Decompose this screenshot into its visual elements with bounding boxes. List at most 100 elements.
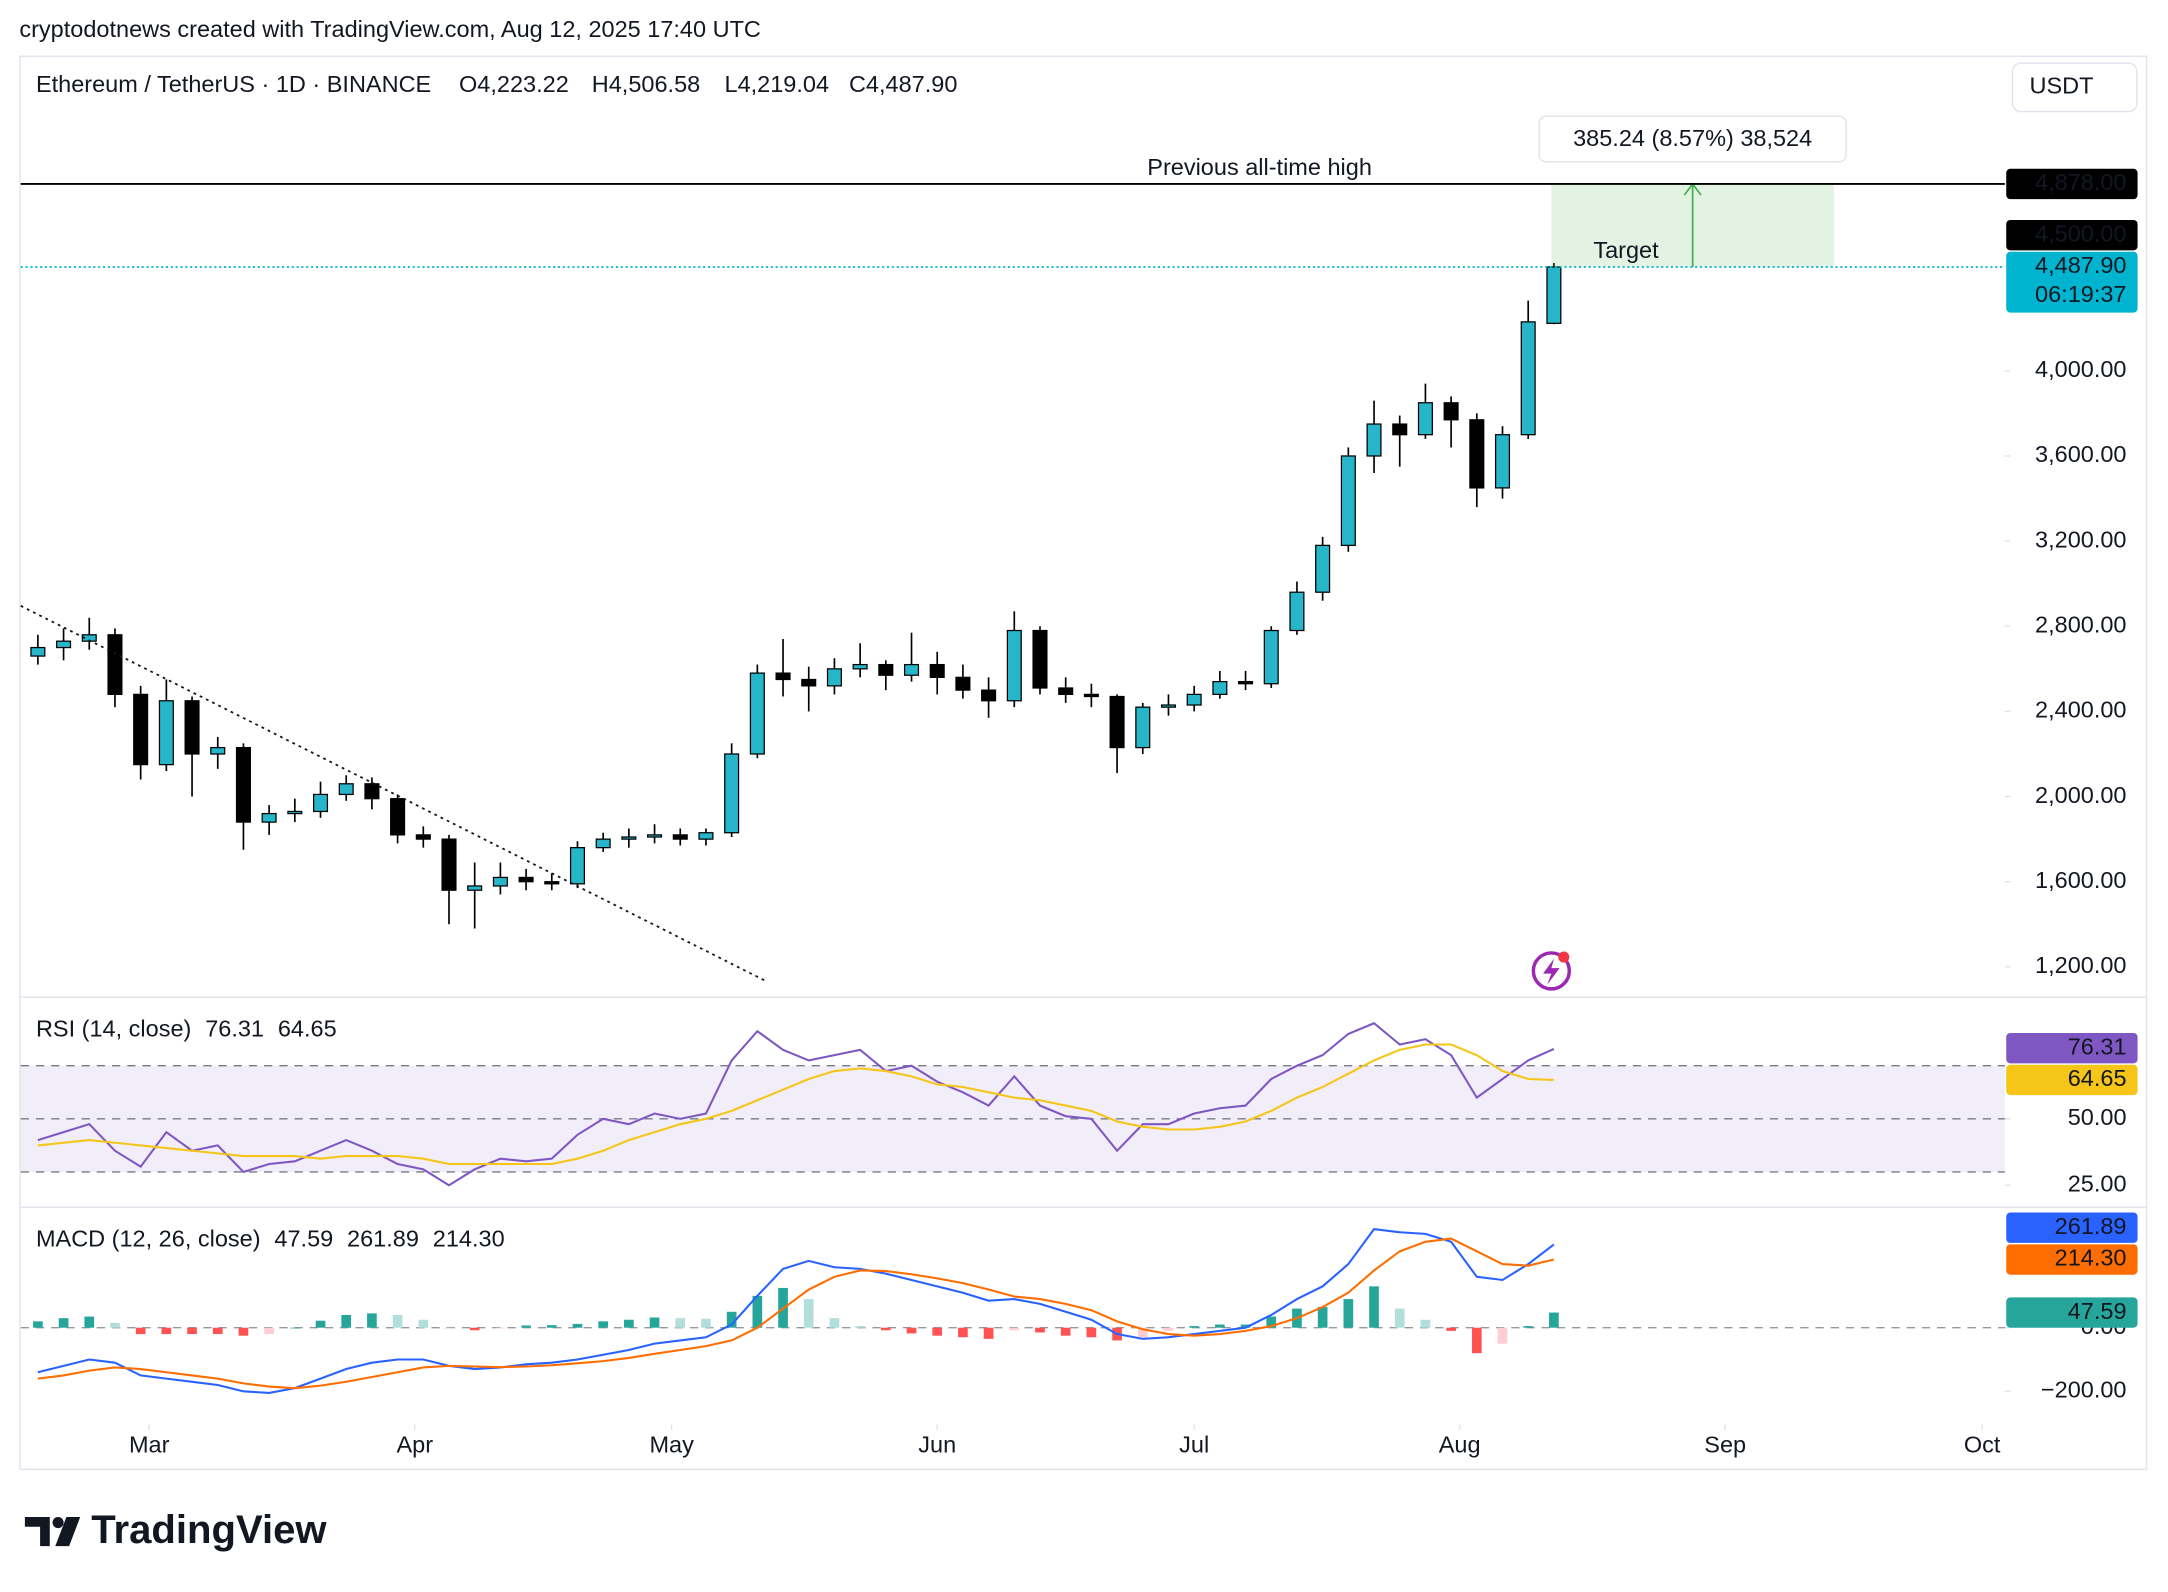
histogram-bar xyxy=(289,1327,300,1329)
histogram-bar xyxy=(1215,1324,1225,1328)
histogram-bar xyxy=(341,1314,352,1328)
alert-ring[interactable] xyxy=(1531,951,1572,991)
candle-body xyxy=(107,634,123,696)
histogram-bar xyxy=(983,1327,994,1339)
candle-body xyxy=(1135,706,1151,749)
ohlc-high: H4,506.58 xyxy=(592,71,700,97)
histogram-bar xyxy=(701,1318,711,1328)
alert-dot[interactable] xyxy=(1558,951,1570,963)
histogram-bar xyxy=(803,1299,814,1328)
candle-body xyxy=(595,838,611,849)
x-tick-label: Oct xyxy=(1964,1432,2001,1458)
histogram-bar xyxy=(418,1319,429,1328)
candle-body xyxy=(1546,266,1562,324)
candle-body xyxy=(390,798,406,836)
histogram-bar xyxy=(392,1314,403,1328)
currency-label[interactable]: USDT xyxy=(2030,73,2094,99)
price-label-text: 4,500.00 xyxy=(2035,220,2126,246)
indicator-line xyxy=(37,1227,1555,1394)
y-tick-label: 2,400.00 xyxy=(2035,697,2126,723)
price-label-text: 4,487.90 xyxy=(2035,252,2126,278)
candle-body xyxy=(878,663,894,676)
candle-body xyxy=(415,834,431,840)
histogram-bar xyxy=(1317,1307,1328,1328)
histogram-bar xyxy=(649,1317,660,1328)
candle-body xyxy=(1083,693,1099,698)
histogram-bar xyxy=(264,1327,274,1335)
histogram-bar xyxy=(1343,1299,1354,1328)
histogram-bar xyxy=(495,1327,506,1329)
symbol-title: Ethereum / TetherUS · 1D · BINANCE xyxy=(36,71,431,97)
ohlc-close: C4,487.90 xyxy=(849,71,957,97)
y-tick-label: 50.00 xyxy=(2068,1104,2127,1130)
candles xyxy=(30,263,1562,929)
candle-body xyxy=(1469,419,1485,489)
x-tick-label: Mar xyxy=(129,1432,170,1458)
histogram-bar xyxy=(1240,1324,1251,1328)
x-tick-label: Jun xyxy=(918,1432,956,1458)
candle-body xyxy=(929,663,945,678)
histogram-bar xyxy=(1266,1316,1277,1328)
candle-body xyxy=(544,881,560,885)
histogram-bar xyxy=(726,1311,737,1328)
candle-body xyxy=(903,663,920,676)
candle-body xyxy=(364,783,380,800)
price-label-box xyxy=(2006,1064,2138,1096)
candle-body xyxy=(1417,402,1433,436)
histogram-bar xyxy=(675,1318,686,1328)
price-label-box xyxy=(2006,1297,2138,1328)
histogram-bar xyxy=(521,1325,531,1328)
histogram-bar xyxy=(1497,1327,1508,1344)
histogram-bar xyxy=(84,1316,95,1328)
currency-button[interactable]: USDT xyxy=(2011,62,2138,113)
price-label-box xyxy=(2006,219,2138,251)
price-label-box xyxy=(2006,251,2138,313)
candle-body xyxy=(569,847,586,885)
histogram-bar xyxy=(958,1327,968,1338)
candle-body xyxy=(441,838,457,891)
histogram-bar xyxy=(1009,1327,1020,1331)
histogram-bar xyxy=(546,1325,557,1328)
histogram-bar xyxy=(187,1327,197,1335)
candle-body xyxy=(210,746,226,755)
candle-body xyxy=(184,700,200,755)
candle-body xyxy=(1238,680,1254,685)
candle-body xyxy=(749,672,765,755)
candle-body xyxy=(981,689,997,702)
candle-body xyxy=(312,793,329,813)
alert-bolt[interactable] xyxy=(1543,958,1560,985)
price-label-text: 47.59 xyxy=(2068,1298,2127,1324)
target-caption: Target xyxy=(1593,237,1659,263)
alert-icon[interactable] xyxy=(1531,951,1572,991)
candle-body xyxy=(1366,423,1382,457)
indicator-line xyxy=(37,1237,1555,1390)
candle-body xyxy=(698,832,714,840)
histogram-bar xyxy=(855,1326,865,1328)
histogram-bar xyxy=(469,1327,480,1331)
candle-body xyxy=(852,663,868,670)
indicator-line xyxy=(37,1043,1554,1166)
currency-button-frame[interactable] xyxy=(2011,62,2138,113)
candle-body xyxy=(775,672,791,681)
histogram-bar xyxy=(1420,1319,1431,1328)
histogram-bar xyxy=(932,1327,943,1336)
candle-body xyxy=(261,812,277,823)
histogram-bar xyxy=(212,1327,223,1335)
price-label-text: 76.31 xyxy=(2068,1033,2127,1059)
candle-body xyxy=(338,783,354,796)
indicator-line xyxy=(37,1022,1555,1187)
candle-body xyxy=(1186,693,1202,706)
indicator-title: MACD (12, 26, close) xyxy=(36,1226,261,1252)
y-tick-label: 2,800.00 xyxy=(2035,611,2126,637)
price-label-box xyxy=(2006,1212,2138,1243)
candle-body xyxy=(1494,434,1511,489)
price-label-text: 4,878.00 xyxy=(2035,169,2126,195)
candle-body xyxy=(287,810,303,815)
logo-mark xyxy=(55,1517,81,1547)
candle-body xyxy=(1443,402,1459,421)
y-tick-label: 1,200.00 xyxy=(2035,952,2126,978)
candle-body xyxy=(1032,629,1048,689)
candle-body xyxy=(1289,591,1305,632)
histogram-bar xyxy=(1189,1326,1200,1328)
